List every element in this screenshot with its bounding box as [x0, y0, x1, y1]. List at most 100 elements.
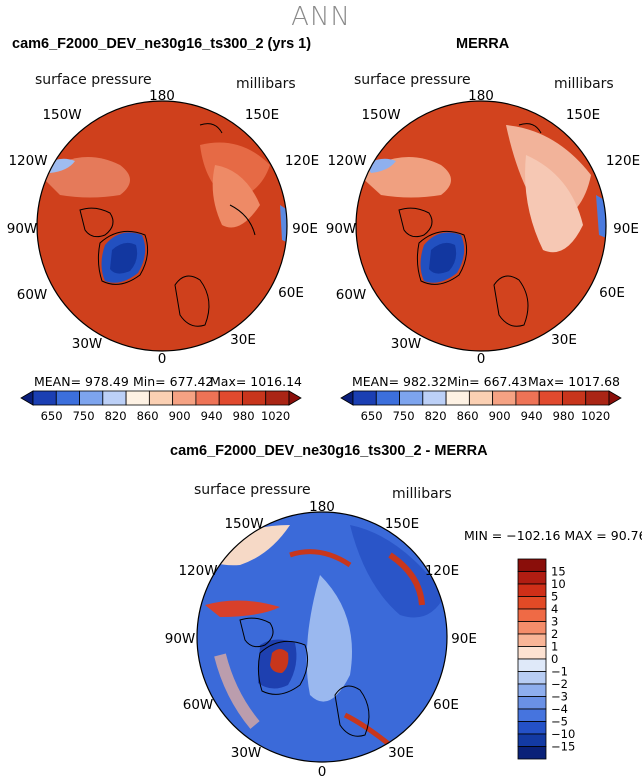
colorbar-swatch: [468, 390, 494, 406]
colorbar-swatch: [340, 390, 354, 406]
colorbar-swatch: [517, 608, 547, 622]
panel2-field-label: surface pressure: [354, 72, 471, 88]
colorbar-swatch: [585, 390, 610, 406]
colorbar-label: 940: [201, 409, 223, 423]
lon-label: 90W: [326, 221, 357, 237]
lon-label: 150W: [42, 107, 81, 123]
colorbar-label: 860: [457, 409, 479, 423]
panel1-field-label: surface pressure: [35, 72, 152, 88]
lon-label: 120E: [606, 153, 640, 169]
lon-label: 30E: [230, 332, 256, 348]
colorbar-label: 750: [393, 409, 415, 423]
diff-minmax: MIN = −102.16 MAX = 90.76: [464, 528, 642, 543]
colorbar-swatch: [517, 633, 547, 647]
colorbar-swatch: [517, 621, 547, 635]
colorbar-swatch: [20, 390, 34, 406]
panel2-title: MERRA: [456, 36, 510, 52]
colorbar-label: 860: [137, 409, 159, 423]
colorbar-swatch: [288, 390, 302, 406]
panel2-colorbar: 650 750 820 860 900 940 980 1020: [340, 390, 622, 423]
colorbar-label: 900: [489, 409, 511, 423]
lon-label: 30W: [72, 336, 103, 352]
colorbar-swatch: [517, 671, 547, 685]
colorbar-label: 820: [425, 409, 447, 423]
lon-label: 180: [468, 88, 494, 104]
colorbar-swatch: [517, 708, 547, 722]
colorbar-label: 940: [521, 409, 543, 423]
colorbar-label: 1: [551, 640, 558, 654]
lon-label: 30W: [391, 336, 422, 352]
colorbar-swatch: [399, 390, 424, 406]
page-title: ANN: [291, 2, 351, 32]
lon-label: 60E: [599, 285, 625, 301]
panel2-polar-map: 180 150E 120E 90E 60E 30E 0 30W 60W 90W …: [326, 88, 640, 367]
lon-label: 30E: [388, 745, 414, 761]
diff-polar-map: 180 150E 120E 90E 60E 30E 0 30W 60W 90W …: [165, 499, 477, 780]
lon-label: 0: [158, 351, 167, 367]
colorbar-swatch: [55, 390, 80, 406]
colorbar-swatch: [517, 558, 547, 572]
colorbar-label: 650: [41, 409, 63, 423]
panel1-colorbar: 650 750 820 860 900 940 980 1020: [20, 390, 302, 423]
colorbar-swatch: [422, 390, 447, 406]
lon-label: 60W: [183, 697, 214, 713]
lon-label: 0: [318, 764, 327, 780]
colorbar-swatch: [517, 721, 547, 735]
colorbar-swatch: [265, 390, 290, 406]
panel1-max: Max= 1016.14: [210, 374, 302, 389]
colorbar-label: −4: [551, 702, 568, 716]
panel1-polar-map: 180 150E 120E 90E 60E 30E 0 30W 60W 90W …: [7, 88, 319, 367]
lon-label: 150W: [224, 516, 263, 532]
colorbar-swatch: [218, 390, 243, 406]
colorbar-swatch: [608, 390, 622, 406]
colorbar-swatch: [517, 658, 547, 672]
lon-label: 150E: [385, 516, 419, 532]
panel2-max: Max= 1017.68: [528, 374, 620, 389]
lon-label: 150E: [245, 107, 279, 123]
lon-label: 90E: [613, 221, 639, 237]
lon-label: 30W: [231, 745, 262, 761]
lon-label: 60W: [17, 287, 48, 303]
lon-label: 90W: [165, 631, 196, 647]
diff-title: cam6_F2000_DEV_ne30g16_ts300_2 - MERRA: [170, 443, 488, 459]
lon-label: 120W: [178, 563, 217, 579]
colorbar-label: 1020: [261, 409, 290, 423]
lon-label: 150W: [361, 107, 400, 123]
lon-label: 60W: [336, 287, 367, 303]
panel1-units: millibars: [236, 76, 296, 92]
colorbar-label: 750: [73, 409, 95, 423]
colorbar-swatch: [517, 571, 547, 585]
panel1-min: Min= 677.42: [133, 374, 214, 389]
colorbar-swatch: [517, 646, 547, 660]
colorbar-label: 0: [551, 652, 558, 666]
colorbar-swatch: [562, 390, 587, 406]
colorbar-label: −5: [551, 715, 568, 729]
colorbar-label: 820: [105, 409, 127, 423]
panel2-units: millibars: [554, 76, 614, 92]
colorbar-label: 3: [551, 615, 558, 629]
colorbar-swatch: [172, 390, 197, 406]
lon-label: 60E: [278, 285, 304, 301]
colorbar-swatch: [125, 390, 150, 406]
lon-label: 90W: [7, 221, 38, 237]
lon-label: 120W: [327, 153, 366, 169]
colorbar-swatch: [538, 390, 563, 406]
colorbar-swatch: [517, 746, 547, 760]
colorbar-label: 980: [553, 409, 575, 423]
diff-field-label: surface pressure: [194, 482, 311, 498]
colorbar-swatch: [517, 596, 547, 610]
colorbar-label: 5: [551, 590, 558, 604]
lon-label: 180: [149, 88, 175, 104]
colorbar-swatch: [445, 390, 470, 406]
colorbar-swatch: [517, 583, 547, 597]
diff-units: millibars: [392, 486, 452, 502]
panel2-min: Min= 667.43: [447, 374, 528, 389]
colorbar-swatch: [102, 390, 127, 406]
colorbar-swatch: [352, 390, 377, 406]
colorbar-swatch: [32, 390, 57, 406]
lon-label: 120W: [8, 153, 47, 169]
colorbar-label: −3: [551, 690, 568, 704]
colorbar-label: 4: [551, 602, 558, 616]
colorbar-swatch: [148, 390, 174, 406]
